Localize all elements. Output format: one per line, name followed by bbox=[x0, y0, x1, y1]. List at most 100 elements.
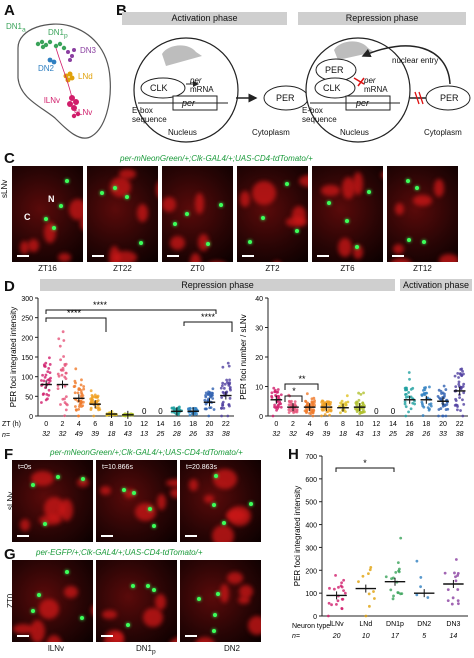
chart-h-point bbox=[357, 580, 360, 584]
chart-h-point bbox=[332, 587, 336, 591]
chart-d-point bbox=[221, 381, 225, 385]
chart-e-point bbox=[457, 382, 461, 386]
h-sig-label: * bbox=[363, 458, 367, 468]
chart-d-category-label: 12 bbox=[140, 421, 148, 428]
chart-e-category-label: 8 bbox=[341, 421, 345, 428]
chart-d-point bbox=[77, 408, 81, 411]
chart-d-point bbox=[204, 393, 207, 397]
f-images-tile: t=20.863s bbox=[180, 460, 261, 542]
b-nucleus-1: Nucleus bbox=[168, 128, 197, 137]
b-per-gene-1: per bbox=[182, 98, 196, 108]
chart-e-point bbox=[454, 385, 458, 388]
chart-e-n-label: 28 bbox=[405, 431, 414, 438]
chart-e-point bbox=[275, 390, 279, 394]
label-dn3: DN3 bbox=[80, 46, 97, 55]
chart-e-point bbox=[422, 405, 426, 409]
chart-e-point bbox=[357, 391, 361, 395]
chart-d-point bbox=[92, 414, 96, 418]
chart-e-ytick-label: 30 bbox=[255, 326, 263, 333]
chart-d-point bbox=[89, 408, 93, 412]
chart-h-point bbox=[453, 571, 456, 575]
chart-e-ytick-label: 20 bbox=[255, 355, 263, 362]
activation-phase-bar: Activation phase bbox=[122, 12, 287, 25]
chart-d-point bbox=[207, 390, 210, 394]
chart-d-point bbox=[76, 414, 80, 418]
chart-e-ytick-label: 0 bbox=[259, 414, 263, 421]
chart-d-point bbox=[177, 406, 181, 410]
chart-h-point bbox=[364, 614, 368, 618]
chart-d-point bbox=[61, 366, 65, 370]
chart-h-ytick-label: 600 bbox=[305, 477, 317, 484]
e-sig-bracket-1 bbox=[284, 383, 319, 390]
chart-e-n-label: 25 bbox=[388, 431, 397, 438]
chart-d-ytick-label: 200 bbox=[21, 335, 33, 342]
chart-d-point bbox=[73, 405, 77, 408]
chart-d-n-label: 32 bbox=[42, 431, 50, 438]
chart-e-category-label: 10 bbox=[356, 421, 364, 428]
chart-d-point bbox=[63, 384, 67, 388]
chart-h: 0 100 200 300 400 500 600 700 PER foci integrate… bbox=[292, 454, 468, 640]
d-sig-label-2: **** bbox=[201, 312, 216, 322]
f-images-tile: t=0s bbox=[12, 460, 93, 542]
panel-letter-d: D bbox=[4, 278, 15, 295]
repression-phase-bar: Repression phase bbox=[298, 12, 466, 25]
chart-h-category-label: lLNv bbox=[330, 621, 345, 628]
chart-d-point bbox=[65, 403, 69, 407]
label-dn1a: DN1a bbox=[6, 22, 26, 34]
chart-h-ylabel: PER foci integrated intensity bbox=[293, 486, 302, 587]
chart-e: 0 10 20 30 40 PER foci number / sLNv 0 32 2 32 4 49… bbox=[239, 296, 468, 438]
c-images-tile bbox=[87, 166, 158, 262]
chart-h-point bbox=[367, 592, 371, 596]
chart-e-point bbox=[290, 399, 293, 403]
chart-h-point bbox=[390, 577, 393, 581]
chart-e-point bbox=[461, 369, 464, 373]
chart-d-point bbox=[95, 400, 99, 403]
chart-e-point bbox=[344, 403, 348, 407]
g-cell-label-1: DN1p bbox=[136, 644, 156, 656]
g-images-tile bbox=[96, 560, 177, 642]
chart-d-point bbox=[75, 408, 78, 412]
chart-d-point bbox=[96, 406, 100, 410]
chart-h-point bbox=[446, 599, 450, 603]
chart-d-point bbox=[74, 381, 77, 385]
chart-d-point bbox=[42, 379, 46, 383]
chart-h-point bbox=[392, 594, 395, 598]
g-images-tile bbox=[12, 560, 93, 642]
b-ebox-2: E-box sequence bbox=[302, 106, 337, 124]
chart-d-point bbox=[81, 404, 85, 408]
brain-schematic bbox=[17, 23, 111, 139]
chart-d-n-label: 26 bbox=[188, 431, 197, 438]
chart-e-point bbox=[457, 376, 460, 379]
chart-e-n-label: 39 bbox=[322, 431, 330, 438]
e-sig-label-0: * bbox=[292, 386, 296, 396]
chart-h-point bbox=[341, 597, 345, 601]
chart-h-point bbox=[400, 592, 404, 596]
chart-d-point bbox=[80, 392, 84, 396]
chart-e-point bbox=[438, 396, 441, 400]
chart-e-point bbox=[404, 393, 407, 396]
chart-e-point bbox=[344, 401, 348, 405]
chart-d-point bbox=[57, 374, 61, 378]
chart-e-category-label: 16 bbox=[406, 421, 414, 428]
chart-e-point bbox=[271, 414, 275, 418]
chart-d-point bbox=[46, 370, 50, 374]
chart-d-point bbox=[76, 391, 80, 395]
chart-e-point bbox=[455, 408, 459, 412]
chart-e-point bbox=[444, 388, 448, 391]
b-per-protein-2: PER bbox=[325, 65, 344, 75]
chart-h-point bbox=[340, 607, 344, 611]
chart-e-zero-label: 0 bbox=[391, 407, 396, 416]
chart-h-point bbox=[372, 590, 375, 593]
chart-d-point bbox=[227, 383, 231, 387]
chart-d-point bbox=[221, 365, 225, 369]
chart-d-point bbox=[221, 390, 225, 394]
chart-e-point bbox=[453, 404, 457, 407]
chart-d-ytick-label: 250 bbox=[21, 316, 33, 323]
c-images-tile bbox=[162, 166, 233, 262]
chart-d-point bbox=[44, 373, 48, 377]
chart-h-ytick-label: 500 bbox=[305, 500, 317, 507]
c-timepoint-label-3: ZT2 bbox=[265, 264, 280, 273]
chart-d-point bbox=[220, 414, 223, 418]
chart-h-n-label: 17 bbox=[391, 633, 400, 640]
